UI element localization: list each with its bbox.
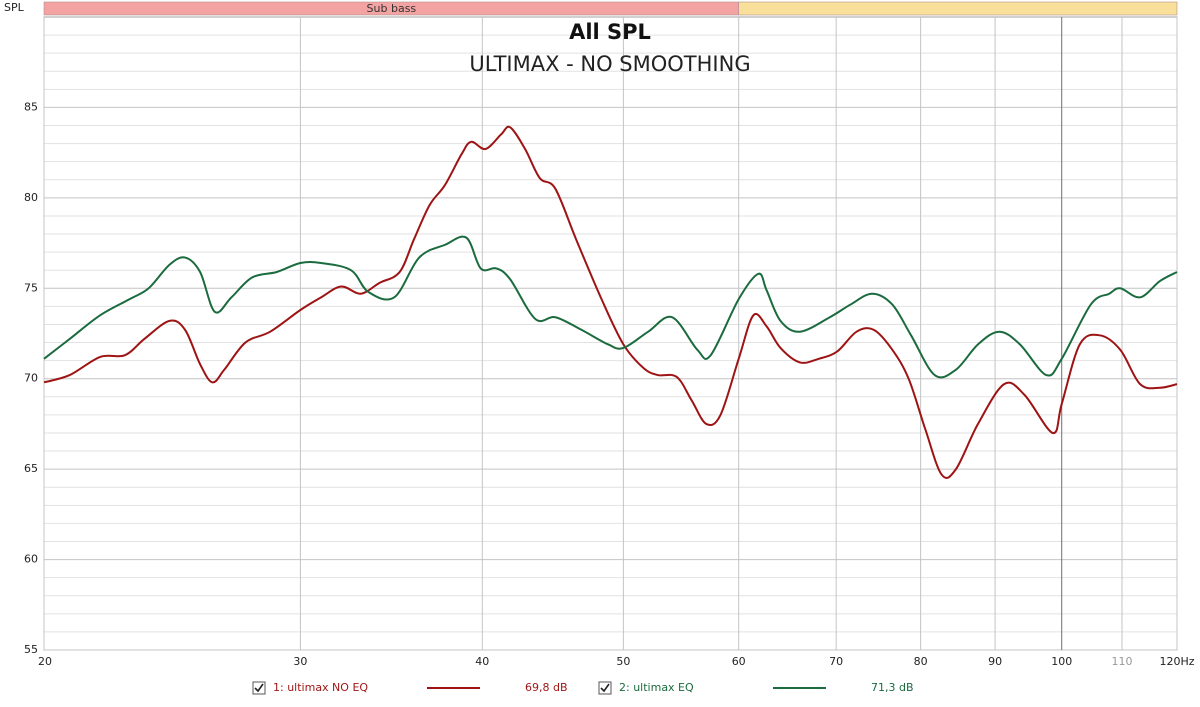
y-tick-label: 85: [24, 100, 38, 113]
y-tick-label: 65: [24, 462, 38, 475]
y-tick-label: 60: [24, 553, 38, 566]
x-tick-label: 100: [1051, 655, 1072, 668]
band-label: Sub bass: [367, 2, 417, 15]
checkbox-box[interactable]: [252, 681, 266, 695]
x-tick-label: 40: [475, 655, 489, 668]
legend-label: 1: ultimax NO EQ: [273, 681, 368, 694]
series-line: [43, 235, 1178, 379]
legend-checkbox[interactable]: [252, 681, 266, 695]
checkbox-box[interactable]: [598, 681, 612, 695]
checkbox-check[interactable]: [600, 683, 610, 693]
y-axis-label: SPL: [4, 1, 25, 14]
label-layer: 55 60 65 70 75 80 85 20 30 40 50 60 70 80 90 100 110 120H…: [24, 100, 1195, 668]
legend-checkbox[interactable]: [598, 681, 612, 695]
x-tick-label: 70: [829, 655, 843, 668]
grid-layer: [43, 17, 1178, 651]
legend-label: 2: ultimax EQ: [619, 681, 694, 694]
legend-value: 69,8 dB: [525, 681, 568, 694]
x-tick-label: 30: [293, 655, 307, 668]
x-tick-label: 80: [914, 655, 928, 668]
y-tick-label: 80: [24, 191, 38, 204]
series-line: [43, 125, 1178, 479]
legend-value: 71,3 dB: [871, 681, 914, 694]
y-tick-label: 75: [24, 281, 38, 294]
line-layer: [43, 125, 1178, 479]
plot-area: [43, 16, 1178, 651]
checkbox-check[interactable]: [254, 683, 264, 693]
x-tick-label: 120Hz: [1159, 655, 1194, 668]
x-tick-label: 50: [616, 655, 630, 668]
chart-title: All SPL: [569, 20, 651, 44]
x-tick-label: 60: [732, 655, 746, 668]
x-tick-label: 90: [988, 655, 1002, 668]
y-tick-label: 55: [24, 643, 38, 656]
chart-subtitle: ULTIMAX - NO SMOOTHING: [469, 52, 750, 76]
x-tick-label: 20: [38, 655, 52, 668]
y-tick-label: 70: [24, 372, 38, 385]
x-tick-label: 110: [1111, 655, 1132, 668]
band-layer: Sub bass: [43, 1, 1178, 16]
legend: 1: ultimax NO EQ 69,8 dB 2: ultimax EQ 71,3…: [252, 681, 914, 695]
band: [738, 1, 1178, 16]
